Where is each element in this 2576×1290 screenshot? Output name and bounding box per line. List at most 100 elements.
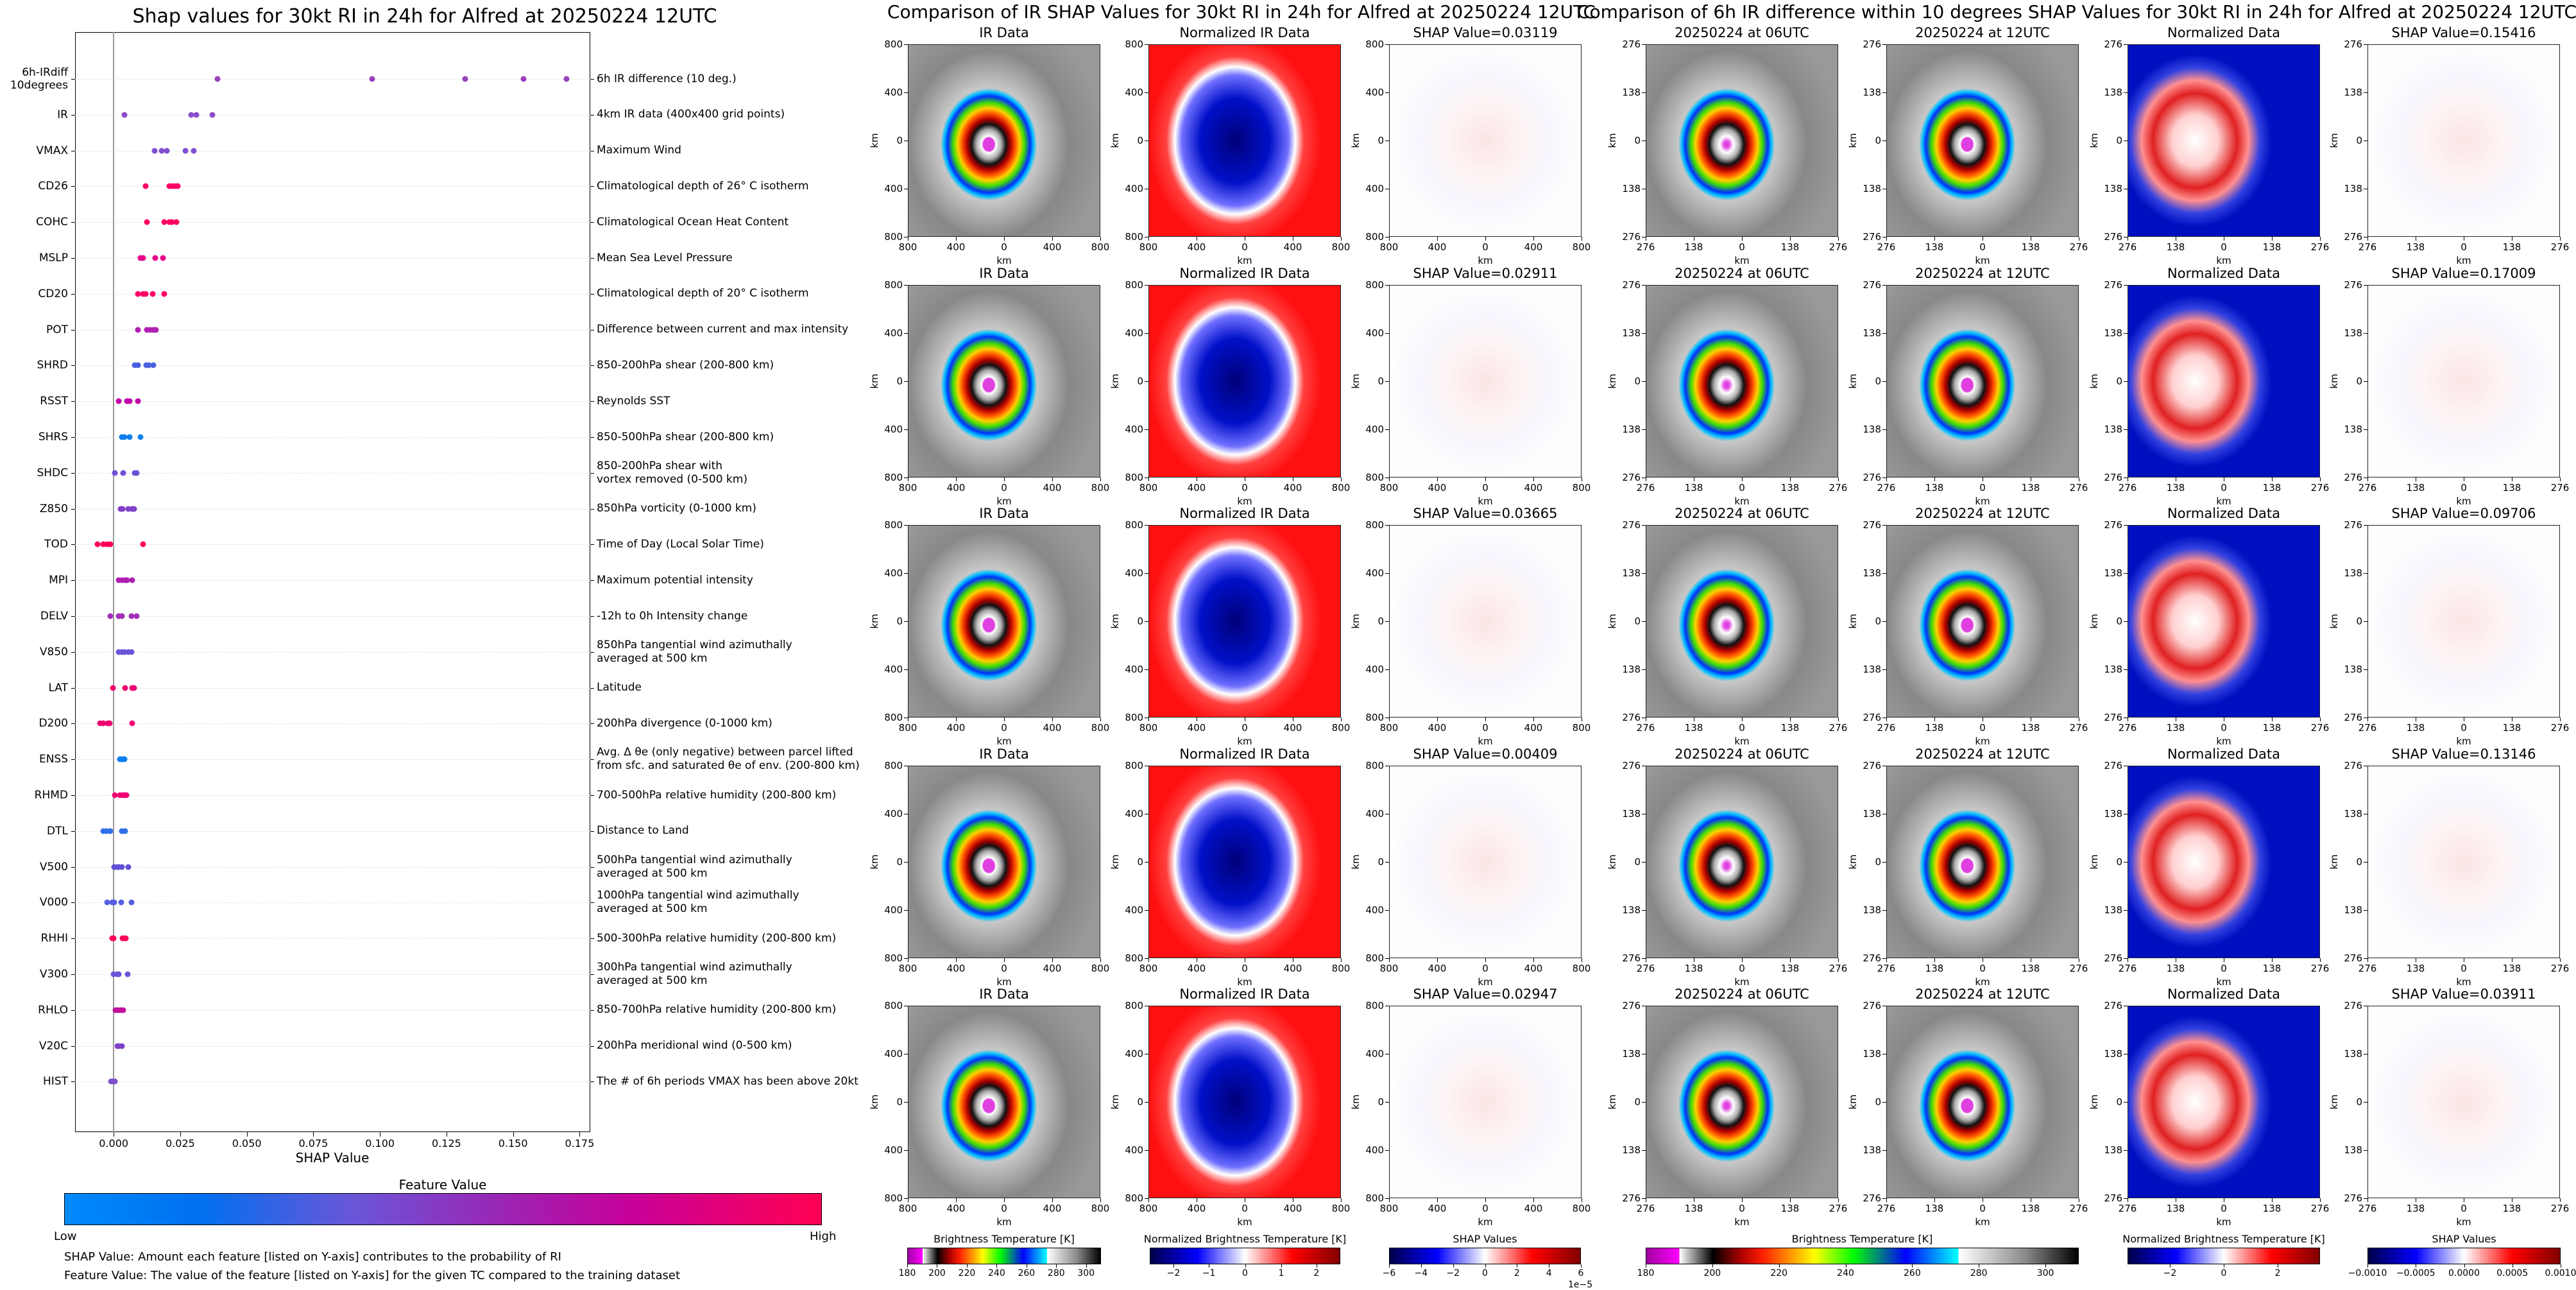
y-tick-mark (1882, 92, 1886, 93)
y-axis-label: km (1607, 374, 1618, 388)
y-tick-mark (1385, 381, 1389, 382)
x-tick-mark (2272, 958, 2273, 962)
y-tick-mark (1642, 958, 1646, 959)
y2-tick-mark (590, 222, 594, 223)
shap-point (120, 1007, 126, 1013)
panel-title: IR Data (979, 25, 1029, 40)
x-tick-mark (1437, 958, 1438, 962)
y-tick-mark (2364, 285, 2367, 286)
y2-tick-mark (590, 365, 594, 366)
panel-title: IR Data (979, 506, 1029, 521)
x-tick-label: 0 (2221, 722, 2227, 734)
x-tick-mark (1485, 1198, 1486, 1202)
y-tick-label: 800 (884, 760, 903, 771)
x-tick-mark (1148, 237, 1149, 241)
y-tick-mark (1145, 429, 1148, 430)
y-tick-label: 0 (2116, 375, 2122, 387)
y-tick-label: 138 (1622, 424, 1641, 435)
x-tick-label: 0 (1482, 241, 1488, 253)
x-axis-label: km (1975, 735, 1990, 747)
x-tick-label: 800 (899, 482, 917, 494)
feature-gridline (75, 473, 590, 474)
image-panel (908, 766, 1100, 958)
feature-description-label: 200hPa meridional wind (0-500 km) (597, 1039, 792, 1053)
x-tick-mark (1437, 718, 1438, 721)
shap-point (140, 255, 146, 261)
image-panel (1389, 766, 1582, 958)
colorbar-tick-label: 280 (1048, 1268, 1065, 1278)
x-tick-label: 276 (2311, 722, 2330, 734)
colorbar-tick-mark (907, 1264, 908, 1268)
x-tick-mark (2367, 237, 2368, 241)
shap-point (107, 614, 113, 619)
x-tick-label: 400 (1428, 241, 1447, 253)
y-tick-mark (1642, 525, 1646, 526)
x-axis-label: km (2216, 735, 2231, 747)
y-tick-label: 138 (2344, 327, 2362, 339)
feature-description-label: Climatological depth of 20° C isotherm (597, 287, 809, 300)
panel-title: Normalized Data (2167, 986, 2280, 1002)
x-tick-label: 0 (2461, 1203, 2467, 1214)
feature-code-label: POT (4, 323, 68, 336)
x-tick-label: 276 (2070, 963, 2088, 974)
y-tick-label: 138 (1863, 1144, 1881, 1156)
y-tick-label: 400 (884, 1048, 903, 1060)
x-tick-mark (1148, 477, 1149, 481)
x-tick-label: 0 (1001, 482, 1007, 494)
x-axis-label: km (996, 495, 1011, 507)
y-tick-label: 276 (2104, 1192, 2122, 1204)
y-tick-label: 138 (2344, 904, 2362, 916)
y-tick-label: 276 (2344, 39, 2362, 50)
x-tick-label: 400 (1188, 963, 1206, 974)
x-tick-label: 0.000 (99, 1137, 128, 1149)
shap-point (119, 864, 124, 870)
y-tick-mark (2124, 333, 2128, 334)
y-tick-mark (71, 509, 75, 510)
shap-point (209, 112, 215, 117)
y-tick-label: 800 (1365, 952, 1384, 964)
y-tick-label: 276 (2104, 760, 2122, 771)
y-tick-mark (2124, 44, 2128, 45)
y-tick-label: 0 (1634, 856, 1641, 868)
y-tick-label: 800 (884, 952, 903, 964)
y-tick-label: 400 (1365, 424, 1384, 435)
y-tick-label: 276 (1622, 952, 1641, 964)
x-tick-label: 400 (1524, 482, 1543, 494)
y-tick-label: 0 (2356, 375, 2362, 387)
x-axis-label: km (996, 255, 1011, 266)
x-axis-label: SHAP Value (296, 1150, 370, 1165)
colorbar-tick-label: 2 (1313, 1268, 1319, 1278)
image-panel (2367, 766, 2560, 958)
y-axis-label: km (2328, 133, 2340, 148)
y-tick-mark (1642, 1198, 1646, 1199)
x-tick-label: 0 (1482, 722, 1488, 734)
y-axis-label: km (2328, 1094, 2340, 1109)
x-tick-label: 800 (1380, 1203, 1399, 1214)
x-tick-label: 800 (1573, 722, 1591, 734)
x-tick-mark (1052, 718, 1053, 721)
y-tick-mark (2364, 477, 2367, 478)
panel-title: 20250224 at 12UTC (1915, 25, 2050, 40)
x-tick-mark (1100, 237, 1101, 241)
y-tick-mark (1145, 910, 1148, 911)
y-tick-label: 400 (1365, 664, 1384, 675)
y2-tick-mark (590, 437, 594, 438)
y-tick-mark (1642, 1150, 1646, 1151)
x-tick-label: 400 (1188, 241, 1206, 253)
y-tick-mark (71, 294, 75, 295)
y-tick-label: 138 (1863, 904, 1881, 916)
x-axis-label: km (1478, 255, 1492, 266)
y-tick-label: 400 (1125, 183, 1143, 194)
y-tick-label: 138 (2344, 567, 2362, 579)
shap-point (193, 112, 199, 117)
y-tick-label: 400 (884, 567, 903, 579)
colorbar (2367, 1248, 2561, 1264)
panel-title: SHAP Value=0.03911 (2392, 986, 2536, 1002)
y-axis-label: km (869, 614, 880, 628)
y2-tick-mark (590, 473, 594, 474)
y-axis-label: km (1847, 374, 1859, 388)
x-tick-label: 800 (1332, 1203, 1351, 1214)
y2-tick-mark (590, 974, 594, 975)
y-tick-label: 400 (884, 904, 903, 916)
shap-point (129, 900, 135, 906)
